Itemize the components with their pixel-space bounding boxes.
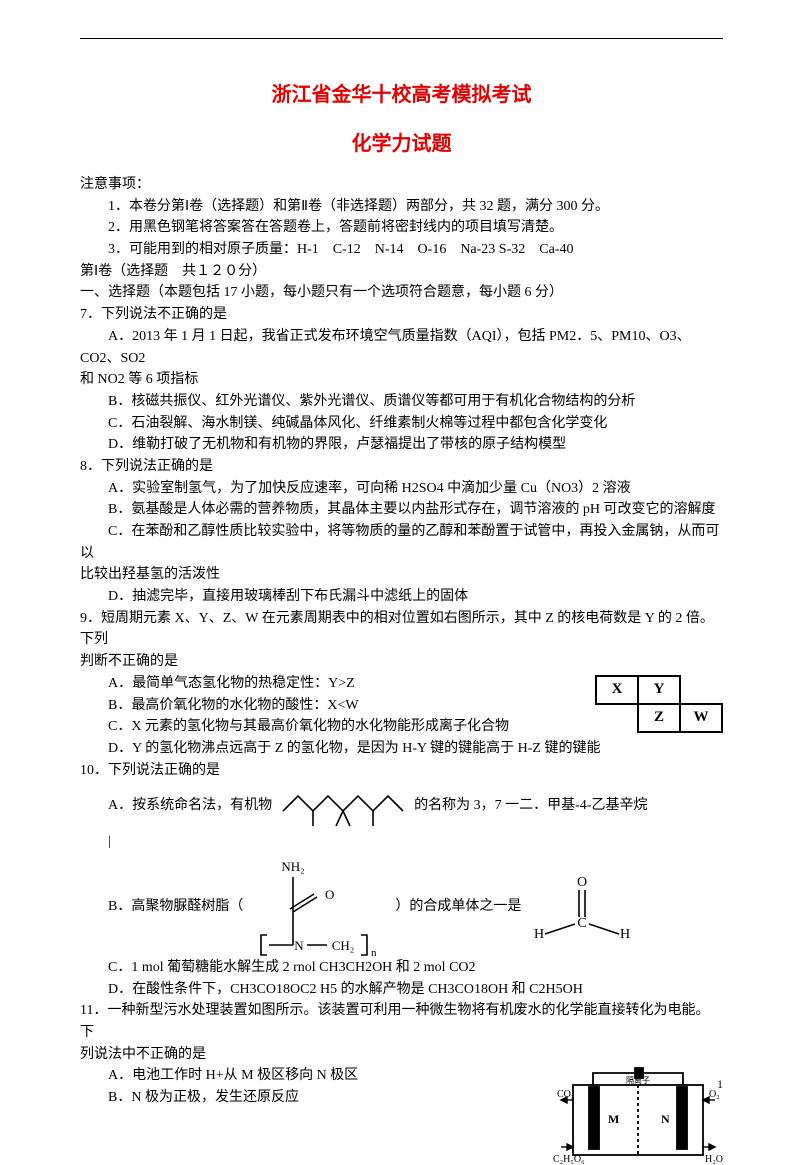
- q10-a-pre: A．按系统命名法，有机物: [108, 795, 272, 817]
- q10-a-bar: |: [80, 831, 723, 853]
- q9-stem2: 判断不正确的是: [80, 651, 723, 673]
- note-1: 1．本卷分第Ⅰ卷（选择题）和第Ⅱ卷（非选择题）两部分，共 32 题，满分 300…: [80, 196, 723, 218]
- formaldehyde-structure-icon: O C H H: [521, 872, 643, 942]
- q10-a-line: A．按系统命名法，有机物 的名称为 3，7 一二．甲基-4-乙基辛烷: [80, 781, 723, 831]
- note-3: 3．可能用到的相对原子质量：H-1 C-12 N-14 O-16 Na-23 S…: [80, 239, 723, 261]
- q7-stem: 7．下列说法不正确的是: [80, 304, 723, 326]
- q10-stem: 10．下列说法正确的是: [80, 760, 723, 782]
- exam-page: 浙江省金华十校高考模拟考试 化学力试题 注意事项： 1．本卷分第Ⅰ卷（选择题）和…: [0, 0, 793, 1122]
- q10-b-post: ）的合成单体之一是: [395, 896, 521, 918]
- cell-z: Z: [638, 704, 680, 732]
- q8-c2: 比较出羟基氢的活泼性: [80, 564, 723, 586]
- membrane-label: 隔离子: [626, 1075, 650, 1085]
- q7-c: C．石油裂解、海水制镁、纯碱晶体风化、纤维素制火棉等过程中都包含化学变化: [80, 413, 723, 435]
- fo-h1: H: [534, 927, 544, 942]
- cell-empty: [680, 676, 722, 704]
- q8-a: A．实验室制氢气，为了加快反应速率，可向稀 H2SO4 中滴加少量 Cu（NO3…: [80, 478, 723, 500]
- q10-b-line: B．高聚物脲醛树脂（ NH₂ O N CH₂ n: [80, 857, 723, 957]
- q10-d: D．在酸性条件下，CH3CO18OC2 H5 的水解产物是 CH3CO18OH …: [80, 979, 723, 1001]
- q7-d: D．维勒打破了无机物和有机物的界限，卢瑟福提出了带核的原子结构模型: [80, 434, 723, 456]
- q11-stem1: 11．一种新型污水处理装置如图所示。该装置可利用一种微生物将有机废水的化学能直接…: [80, 1000, 723, 1043]
- n-label: N: [661, 1112, 670, 1126]
- h2o-label: H₂O: [705, 1154, 723, 1165]
- note-2: 2．用黑色钢笔将答案答在答题卷上，答题前将密封线内的项目填写清楚。: [80, 217, 723, 239]
- m-label: M: [608, 1112, 619, 1126]
- q8-b: B．氨基酸是人体必需的营养物质，其晶体主要以内盐形式存在，调节溶液的 pH 可改…: [80, 499, 723, 521]
- fo-h2: H: [620, 927, 630, 942]
- page-number: 1: [717, 1075, 723, 1094]
- q7-a-cont: 和 NO2 等 6 项指标: [80, 369, 723, 391]
- nh2-label: NH₂: [282, 859, 305, 874]
- q8-d: D．抽滤完毕，直接用玻璃棒刮下布氏漏斗中滤纸上的固体: [80, 586, 723, 608]
- o-label: O: [325, 887, 334, 902]
- n-suffix: n: [371, 947, 377, 957]
- cell-x: X: [596, 676, 638, 704]
- cell-w: W: [680, 704, 722, 732]
- n-label: N: [295, 938, 305, 953]
- q9-d: D．Y 的氢化物沸点远高于 Z 的氢化物，是因为 H-Y 键的键能高于 H-Z …: [80, 738, 723, 760]
- notes-heading: 注意事项：: [80, 174, 723, 196]
- header-rule: [80, 38, 723, 39]
- c2h5o6-label: C₂H₅O₆: [553, 1154, 585, 1165]
- section-1-heading: 一、选择题（本题包括 17 小题，每小题只有一个选项符合题意，每小题 6 分）: [80, 282, 723, 304]
- exam-title-1: 浙江省金华十校高考模拟考试: [80, 80, 723, 111]
- co2-label: CO₂: [557, 1089, 574, 1100]
- urea-resin-structure-icon: NH₂ O N CH₂ n: [243, 857, 395, 957]
- q10-c: C．1 mol 葡萄糖能水解生成 2 rnol CH3CH2OH 和 2 mol…: [80, 957, 723, 979]
- cell-empty-2: [596, 704, 638, 732]
- part-1-heading: 第Ⅰ卷（选择题 共１２０分）: [80, 261, 723, 283]
- periodic-position-table: X Y Z W: [595, 675, 723, 733]
- q8-stem: 8．下列说法正确的是: [80, 456, 723, 478]
- fo-c: C: [578, 916, 587, 931]
- q7-b: B．核磁共振仪、红外光谱仪、紫外光谱仪、质谱仪等都可用于有机化合物结构的分析: [80, 391, 723, 413]
- battery-diagram: 隔离子 M N CO₂ C₂H₅O₆ O₂ H₂O: [553, 1065, 723, 1165]
- q8-c1: C．在苯酚和乙醇性质比较实验中，将等物质的量的乙醇和苯酚置于试管中，再投入金属钠…: [80, 521, 723, 564]
- q10-b-pre: B．高聚物脲醛树脂（: [108, 896, 243, 918]
- fo-o: O: [577, 875, 587, 890]
- q7-a: A．2013 年 1 月 1 日起，我省正式发布环境空气质量指数（AQI），包括…: [80, 326, 723, 369]
- q9-stem1: 9．短周期元素 X、Y、Z、W 在元素周期表中的相对位置如右图所示，其中 Z 的…: [80, 608, 723, 651]
- alkane-structure-icon: [272, 781, 414, 831]
- cell-y: Y: [638, 676, 680, 704]
- exam-title-2: 化学力试题: [80, 129, 723, 160]
- q10-a-post: 的名称为 3，7 一二．甲基-4-乙基辛烷: [414, 795, 647, 817]
- ch2-label: CH₂: [332, 938, 355, 953]
- q11-stem2: 列说法中不正确的是: [80, 1044, 723, 1066]
